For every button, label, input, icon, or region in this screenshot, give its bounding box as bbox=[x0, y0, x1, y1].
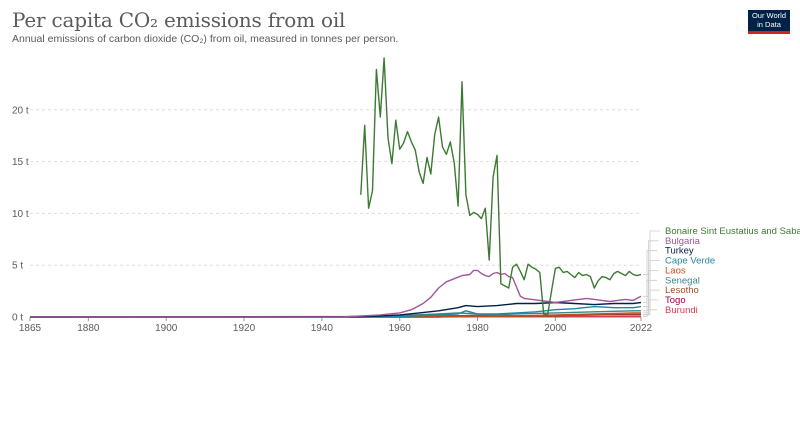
legend-label[interactable]: Turkey bbox=[665, 246, 694, 257]
logo-line-1: Our World bbox=[751, 11, 787, 20]
grid-layer bbox=[30, 109, 641, 266]
x-tick-label: 1900 bbox=[155, 323, 178, 334]
legend-connector bbox=[643, 270, 659, 314]
x-tick-label: 2000 bbox=[544, 323, 567, 334]
legend-connector bbox=[643, 289, 660, 316]
legend-label[interactable]: Laos bbox=[665, 265, 686, 276]
axis-layer: 0 t 5 t 10 t 15 t 20 t 1865 1880 1900 1920 1940 19… bbox=[12, 105, 653, 334]
x-tick-label: 1940 bbox=[311, 323, 334, 334]
legend-connector bbox=[643, 299, 659, 315]
legend-connector bbox=[643, 250, 657, 303]
chart-subtitle: Annual emissions of carbon dioxide (CO₂)… bbox=[12, 33, 399, 45]
x-tick-label: 1880 bbox=[77, 323, 100, 334]
legend-connector bbox=[643, 279, 657, 312]
y-tick-label: 10 t bbox=[12, 209, 29, 220]
series-line[interactable] bbox=[30, 305, 642, 318]
legend-label[interactable]: Senegal bbox=[665, 275, 700, 286]
y-tick-label: 15 t bbox=[12, 157, 29, 168]
x-tick-label: 2022 bbox=[630, 323, 653, 334]
legend-label[interactable]: Lesotho bbox=[665, 285, 699, 296]
legend-label[interactable]: Cape Verde bbox=[665, 256, 715, 267]
legend-connector bbox=[643, 260, 660, 307]
legend-label[interactable]: Bulgaria bbox=[665, 236, 701, 247]
y-tick-label: 0 t bbox=[12, 313, 23, 324]
legend-connector bbox=[643, 240, 659, 297]
series-line[interactable] bbox=[360, 57, 642, 316]
y-tick-label: 5 t bbox=[12, 261, 23, 272]
legend-label[interactable]: Togo bbox=[665, 295, 686, 306]
series-line[interactable] bbox=[29, 301, 642, 318]
legend-connector bbox=[643, 309, 657, 318]
x-tick-label: 1960 bbox=[389, 323, 412, 334]
legend-label[interactable]: Bonaire Sint Eustatius and Saba bbox=[665, 226, 800, 237]
logo-line-2: in Data bbox=[757, 19, 781, 29]
x-tick-label: 1865 bbox=[19, 323, 42, 334]
x-tick-label: 1980 bbox=[466, 323, 489, 334]
owid-logo[interactable]: Our World in Data bbox=[748, 10, 790, 34]
chart-title: Per capita CO₂ emissions from oil bbox=[12, 8, 346, 32]
legend-connector bbox=[643, 230, 660, 275]
legend-label[interactable]: Burundi bbox=[665, 305, 698, 316]
series-layer bbox=[29, 57, 642, 318]
legend: Bonaire Sint Eustatius and SabaBulgariaT… bbox=[643, 226, 800, 318]
y-tick-label: 20 t bbox=[12, 105, 29, 116]
x-tick-label: 1920 bbox=[233, 323, 256, 334]
series-line[interactable] bbox=[30, 269, 642, 318]
